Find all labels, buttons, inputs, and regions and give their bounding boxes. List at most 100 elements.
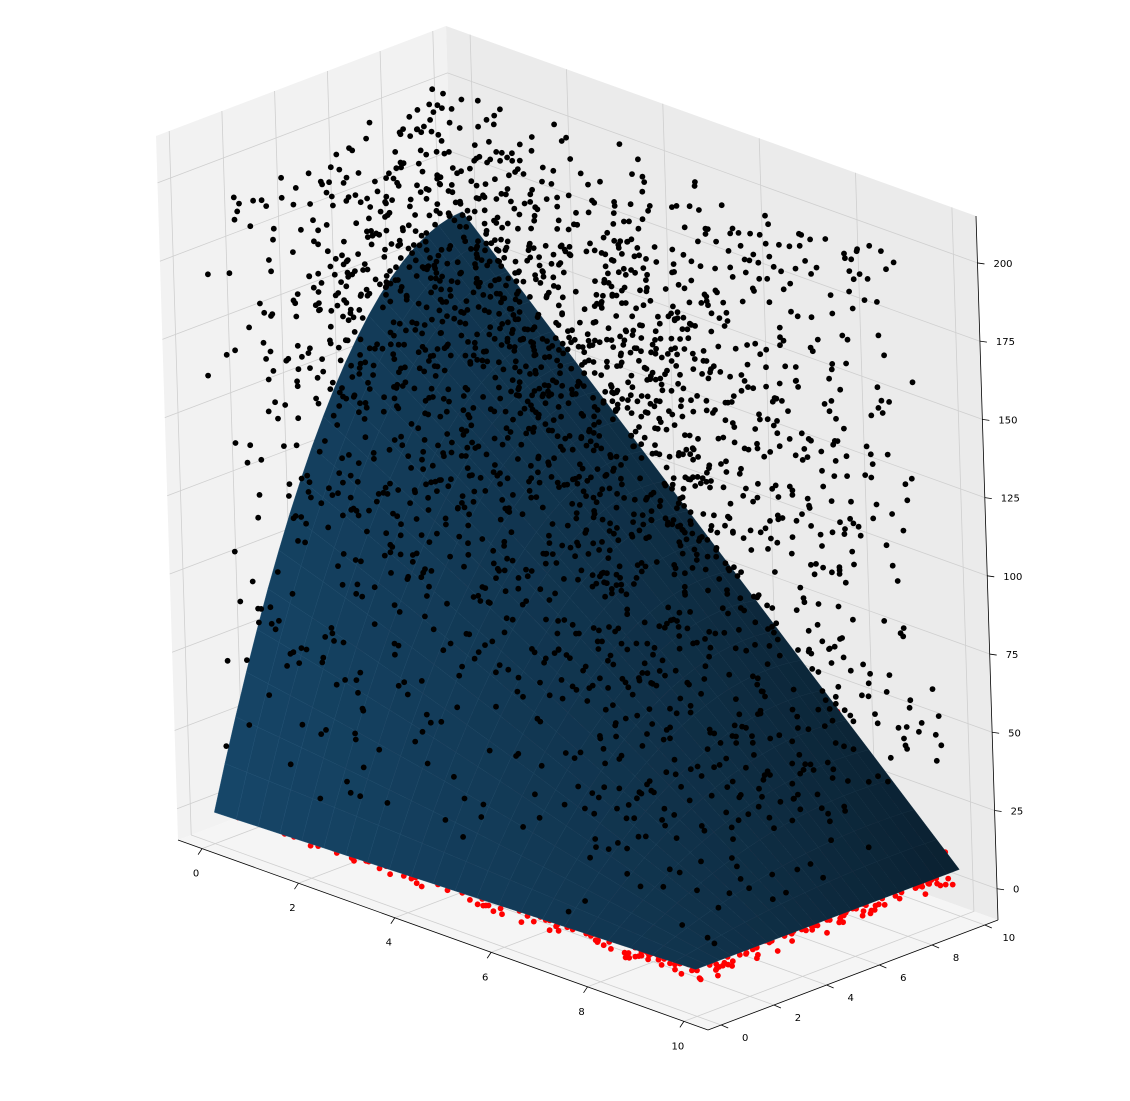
black-point	[315, 241, 321, 248]
black-point	[614, 490, 620, 497]
black-point	[723, 809, 730, 816]
black-point	[762, 212, 768, 219]
black-point	[298, 645, 305, 651]
black-point	[878, 397, 885, 404]
black-point	[363, 135, 369, 142]
black-point	[559, 340, 566, 347]
black-point	[675, 500, 682, 507]
black-point	[676, 609, 683, 616]
black-point	[423, 481, 429, 488]
black-point	[428, 479, 434, 486]
black-point	[837, 519, 843, 526]
red-point	[592, 937, 599, 944]
black-point	[489, 638, 496, 645]
red-point	[474, 901, 481, 908]
black-point	[505, 666, 512, 673]
red-point	[729, 958, 736, 965]
black-point	[841, 803, 848, 810]
black-point	[371, 455, 377, 462]
black-point	[276, 617, 282, 624]
black-point	[740, 492, 747, 499]
black-point	[564, 346, 571, 353]
black-point	[501, 538, 508, 545]
black-point	[631, 253, 638, 260]
black-point	[646, 706, 653, 712]
black-point	[883, 542, 890, 549]
black-point	[756, 231, 763, 238]
black-point	[244, 657, 250, 663]
red-point	[859, 912, 866, 919]
black-point	[843, 360, 849, 367]
black-point	[674, 309, 681, 316]
black-point	[479, 357, 486, 364]
black-point	[511, 205, 518, 212]
black-point	[405, 453, 412, 459]
black-point	[415, 425, 422, 432]
black-point	[703, 478, 710, 485]
black-point	[603, 580, 610, 587]
black-point	[386, 446, 393, 453]
gridline	[168, 130, 192, 836]
black-point	[329, 492, 336, 498]
black-point	[366, 345, 373, 352]
black-point	[429, 316, 435, 323]
red-point	[413, 880, 420, 887]
black-point	[448, 476, 454, 483]
black-point	[611, 237, 618, 244]
black-point	[691, 356, 698, 362]
black-points-series	[205, 86, 945, 947]
red-point	[490, 908, 497, 915]
black-point	[638, 335, 645, 341]
black-point	[479, 584, 486, 590]
black-point	[516, 211, 523, 218]
black-point	[742, 269, 749, 276]
red-point	[555, 927, 562, 934]
black-point	[295, 538, 301, 544]
black-point	[326, 179, 332, 186]
black-point	[566, 243, 573, 250]
black-point	[815, 706, 822, 713]
black-point	[808, 523, 814, 529]
black-point	[696, 207, 702, 213]
black-point	[756, 785, 762, 792]
black-point	[365, 379, 371, 386]
black-point	[493, 669, 499, 676]
red-point	[638, 952, 645, 959]
red-point	[942, 881, 949, 888]
black-point	[698, 823, 705, 829]
black-point	[731, 439, 738, 446]
black-point	[618, 462, 624, 468]
black-point	[757, 529, 764, 536]
black-point	[360, 764, 367, 771]
black-point	[555, 404, 562, 410]
black-point	[739, 298, 746, 305]
black-point	[559, 542, 566, 549]
red-point	[418, 883, 425, 890]
black-point	[546, 532, 552, 539]
black-point	[396, 320, 403, 327]
black-point	[550, 167, 557, 174]
red-point	[743, 951, 749, 957]
black-point	[694, 887, 700, 894]
black-point	[395, 182, 402, 189]
black-point	[569, 683, 576, 690]
black-point	[338, 279, 344, 285]
black-point	[776, 380, 783, 387]
black-point	[596, 547, 602, 553]
black-point	[255, 605, 261, 612]
red-point	[387, 871, 393, 878]
black-point	[606, 485, 613, 492]
black-point	[658, 381, 665, 388]
black-point	[462, 352, 469, 359]
black-point	[850, 746, 857, 753]
black-point	[411, 487, 418, 494]
red-point	[645, 956, 651, 963]
black-point	[493, 703, 499, 710]
black-point	[266, 692, 273, 698]
black-point	[641, 660, 648, 667]
black-point	[428, 568, 435, 574]
black-point	[424, 760, 431, 767]
red-point	[499, 911, 505, 918]
black-point	[762, 525, 769, 532]
